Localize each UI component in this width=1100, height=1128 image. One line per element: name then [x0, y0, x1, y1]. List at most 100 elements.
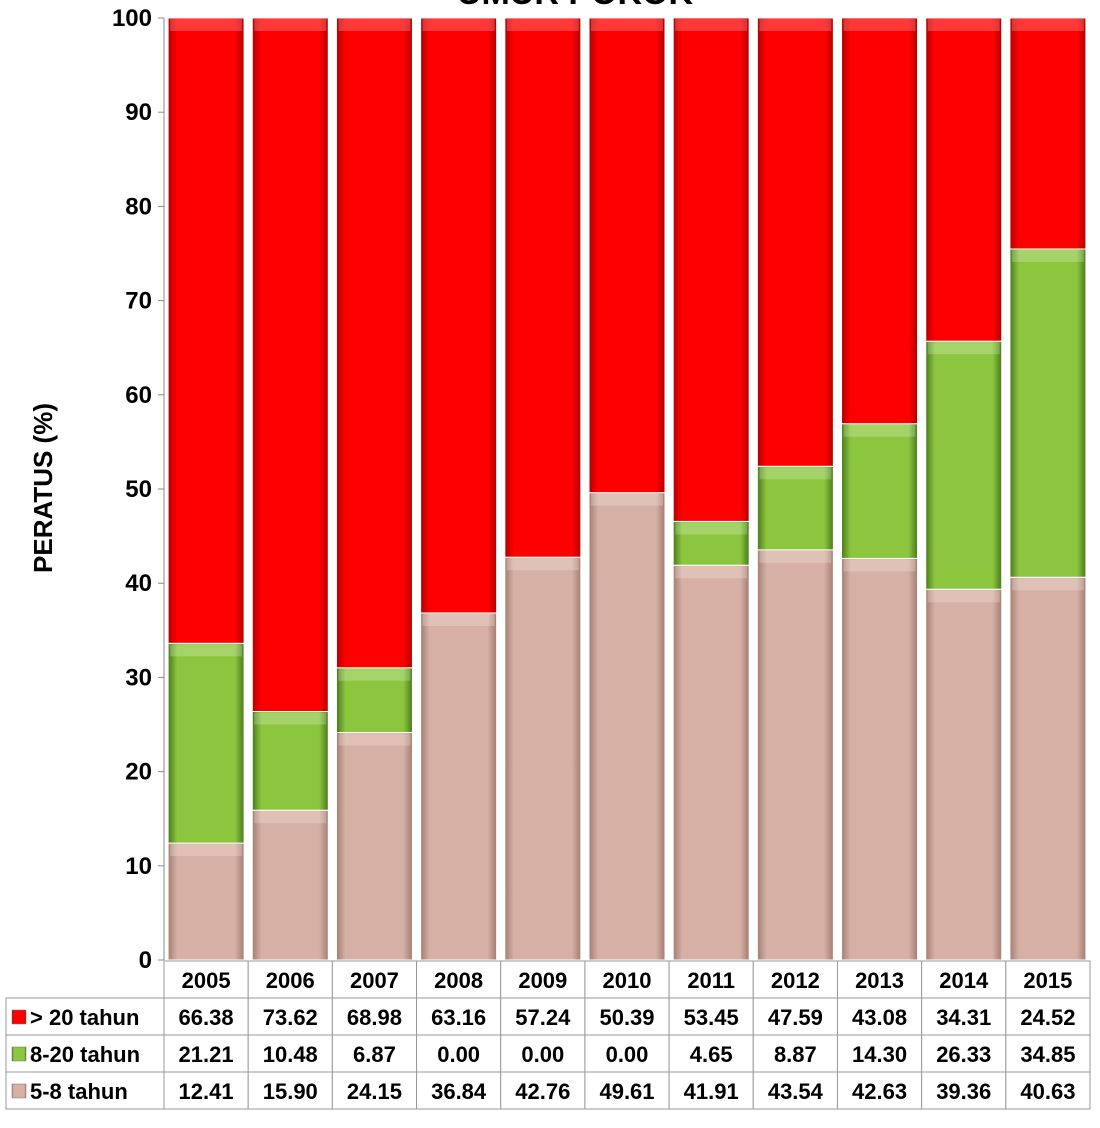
data-label: 15.90	[263, 1079, 318, 1104]
bar-bevel	[675, 566, 748, 579]
x-tick-label: 2007	[350, 968, 399, 993]
bar-segment-8-20-tahun-2007	[335, 667, 413, 734]
bar-segment-5-8-tahun-2013	[841, 557, 919, 961]
bar-bevel	[759, 467, 832, 480]
bar-bevel	[338, 668, 411, 681]
table-cell	[163, 997, 249, 1036]
data-label: 8.87	[774, 1042, 817, 1067]
table-cell	[1005, 1071, 1091, 1110]
legend-label: > 20 tahun	[30, 1005, 139, 1030]
legend-label: 8-20 tahun	[30, 1042, 140, 1067]
bar-segment-20-tahun-2013	[841, 17, 919, 425]
bar-segment-5-8-tahun-2010	[588, 492, 666, 961]
bar-segment-20-tahun-2006	[251, 17, 329, 713]
bar-segment-20-tahun-2014	[925, 17, 1003, 342]
bar-segment-20-tahun-2012	[756, 17, 834, 467]
data-label: 24.52	[1020, 1005, 1075, 1030]
table-header-cell	[836, 960, 923, 999]
table-header-cell	[668, 960, 754, 999]
bar-segment-20-tahun-2008	[420, 17, 498, 614]
table-cell	[668, 997, 754, 1036]
bar-bevel	[843, 18, 916, 31]
x-tick-label: 2010	[603, 968, 652, 993]
x-tick-label: 2014	[939, 968, 989, 993]
data-label: 42.63	[852, 1079, 907, 1104]
bar-segment-5-8-tahun-2009	[504, 556, 582, 961]
data-label: 63.16	[431, 1005, 486, 1030]
y-tick-label: 50	[125, 476, 152, 503]
table-header-cell	[163, 960, 249, 999]
y-tick-label: 30	[125, 664, 152, 691]
data-label: 39.36	[936, 1079, 991, 1104]
x-tick-label: 2006	[266, 968, 315, 993]
bar-bevel	[927, 19, 1000, 31]
data-label: 50.39	[599, 1005, 654, 1030]
table-header-cell	[416, 960, 502, 999]
bars	[167, 17, 1087, 961]
bar-bevel	[170, 644, 243, 657]
chart-title: UMUR POKOK	[457, 0, 694, 12]
table-cell	[500, 1071, 586, 1110]
table-cell	[500, 1034, 586, 1073]
bar-bevel	[843, 559, 916, 572]
data-label: 12.41	[179, 1079, 234, 1104]
data-label: 0.00	[521, 1042, 564, 1067]
bar-segment-5-8-tahun-2007	[335, 732, 413, 961]
table-cell	[247, 1071, 333, 1110]
bar-bevel	[422, 613, 495, 626]
data-label: 4.65	[690, 1042, 733, 1067]
x-tick-label: 2015	[1023, 968, 1072, 993]
x-tick-label: 2012	[771, 968, 820, 993]
data-label: 53.45	[684, 1005, 739, 1030]
bar-bevel	[506, 19, 579, 31]
table-cell	[921, 1034, 1007, 1073]
bar-segment-5-8-tahun-2005	[167, 842, 245, 961]
table-cell	[1005, 997, 1091, 1036]
bar-bevel	[759, 19, 832, 31]
legend-swatch	[11, 1046, 27, 1062]
y-axis-label: PERATUS (%)	[28, 403, 58, 573]
bar-segment-8-20-tahun-2005	[167, 642, 245, 844]
bar-segment-8-20-tahun-2006	[251, 711, 329, 811]
data-label: 40.63	[1020, 1079, 1075, 1104]
y-tick-label: 90	[125, 99, 152, 126]
bar-segment-5-8-tahun-2014	[925, 588, 1003, 961]
bar-segment-5-8-tahun-2011	[672, 564, 750, 961]
data-label: 68.98	[347, 1005, 402, 1030]
bar-bevel	[254, 712, 327, 725]
bar-bevel	[1011, 249, 1084, 262]
data-label: 10.48	[263, 1042, 318, 1067]
bar-segment-8-20-tahun-2013	[841, 423, 919, 559]
bar-bevel	[927, 342, 1000, 355]
data-label: 41.91	[684, 1079, 739, 1104]
data-label: 43.08	[852, 1005, 907, 1030]
table-cell	[836, 1034, 923, 1073]
bar-segment-20-tahun-2011	[672, 17, 750, 522]
bar-bevel	[338, 733, 411, 746]
bar-segment-8-20-tahun-2015	[1009, 248, 1087, 578]
table-cell	[836, 1071, 923, 1110]
table-cell	[836, 997, 923, 1036]
bar-bevel	[675, 18, 748, 31]
x-tick-label: 2013	[855, 968, 904, 993]
table-cell	[331, 997, 418, 1036]
legend-label: 5-8 tahun	[30, 1079, 128, 1104]
legend-swatch	[11, 1083, 27, 1099]
table-cell	[500, 997, 586, 1036]
bar-segment-20-tahun-2005	[167, 17, 245, 644]
bar-segment-5-8-tahun-2015	[1009, 576, 1087, 961]
data-label: 42.76	[515, 1079, 570, 1104]
table-cell	[668, 1071, 754, 1110]
data-label: 26.33	[936, 1042, 991, 1067]
data-label: 49.61	[599, 1079, 654, 1104]
bar-bevel	[591, 19, 663, 31]
bar-bevel	[675, 522, 748, 535]
bar-bevel	[170, 844, 243, 857]
y-tick-label: 10	[125, 853, 152, 880]
table-cell	[1005, 1034, 1091, 1073]
bar-bevel	[591, 493, 663, 506]
y-tick-label: 20	[125, 759, 152, 786]
data-label: 34.31	[936, 1005, 991, 1030]
bar-bevel	[1011, 578, 1084, 591]
